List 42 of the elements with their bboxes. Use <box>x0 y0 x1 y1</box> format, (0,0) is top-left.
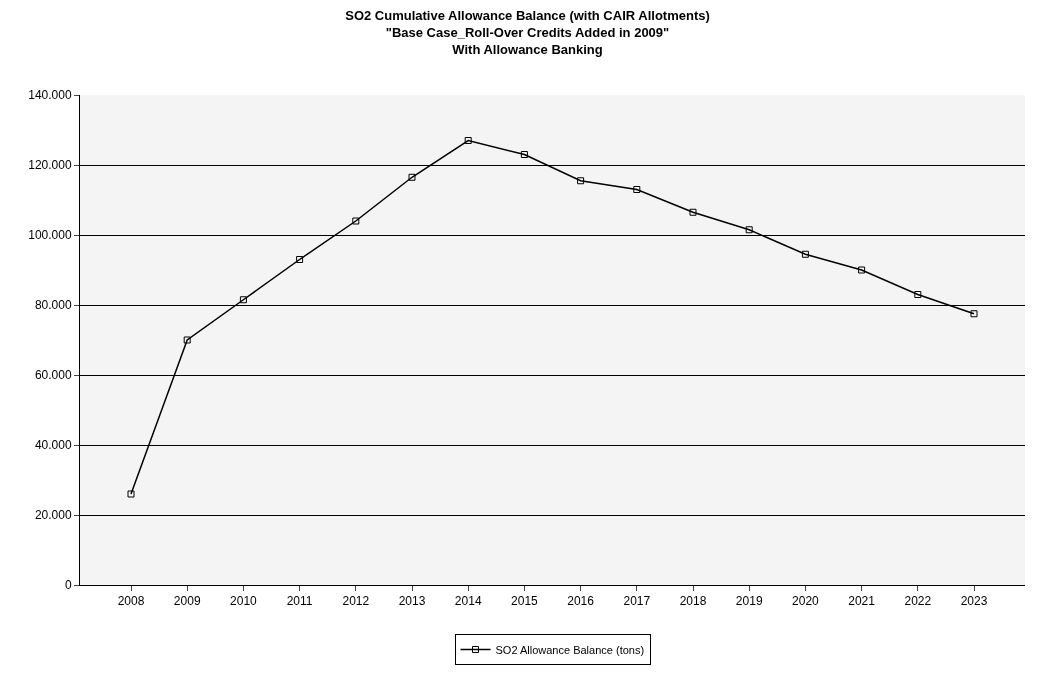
point <box>689 208 697 216</box>
y-tick-label: 60.000 <box>34 368 72 383</box>
point <box>633 186 641 193</box>
x-tick-label: 2014 <box>454 594 482 609</box>
point <box>127 490 135 498</box>
point <box>239 296 247 304</box>
y-tick-label: 40.000 <box>34 438 72 453</box>
x-tick-label: 2015 <box>511 594 539 609</box>
x-tick-label: 2013 <box>398 594 426 609</box>
y-tick-label: 140.000 <box>28 88 72 103</box>
x-tick-label: 2021 <box>848 594 876 609</box>
point <box>745 226 753 234</box>
x-tick-label: 2012 <box>342 594 370 609</box>
y-tick-label: 80.000 <box>34 298 72 313</box>
x-tick-label: 2008 <box>117 594 145 609</box>
point <box>352 217 360 225</box>
x-tick-label: 2018 <box>679 594 707 609</box>
x-tick-label: 2023 <box>960 594 988 609</box>
x-tick-label: 2017 <box>623 594 651 609</box>
y-tick-label: 20.000 <box>34 508 72 523</box>
x-tick-label: 2020 <box>792 594 820 609</box>
point <box>520 151 528 158</box>
point <box>183 336 191 344</box>
point <box>970 310 978 318</box>
chart-title: SO2 Cumulative Allowance Balance (with CAIR Allotments) "Base Case_Roll-Over Credits Added in 2009" With Allowance Banking <box>345 8 710 58</box>
point <box>296 256 304 263</box>
point <box>914 291 922 298</box>
x-tick-label: 2011 <box>286 594 313 609</box>
y-tick-label: 120.000 <box>28 158 72 173</box>
point <box>577 177 585 185</box>
x-tick-label: 2019 <box>735 594 763 609</box>
x-tick-label: 2022 <box>904 594 932 609</box>
x-tick-label: 2016 <box>567 594 595 609</box>
point <box>408 173 416 181</box>
y-tick-label: 100.000 <box>28 228 72 243</box>
x-tick-label: 2009 <box>173 594 201 609</box>
point <box>801 250 809 258</box>
y-tick-label: 0 <box>64 578 72 593</box>
point <box>464 137 472 144</box>
legend-label: SO2 Allowance Balance (tons) <box>495 643 645 656</box>
x-tick-label: 2010 <box>230 594 258 609</box>
point <box>858 266 866 274</box>
